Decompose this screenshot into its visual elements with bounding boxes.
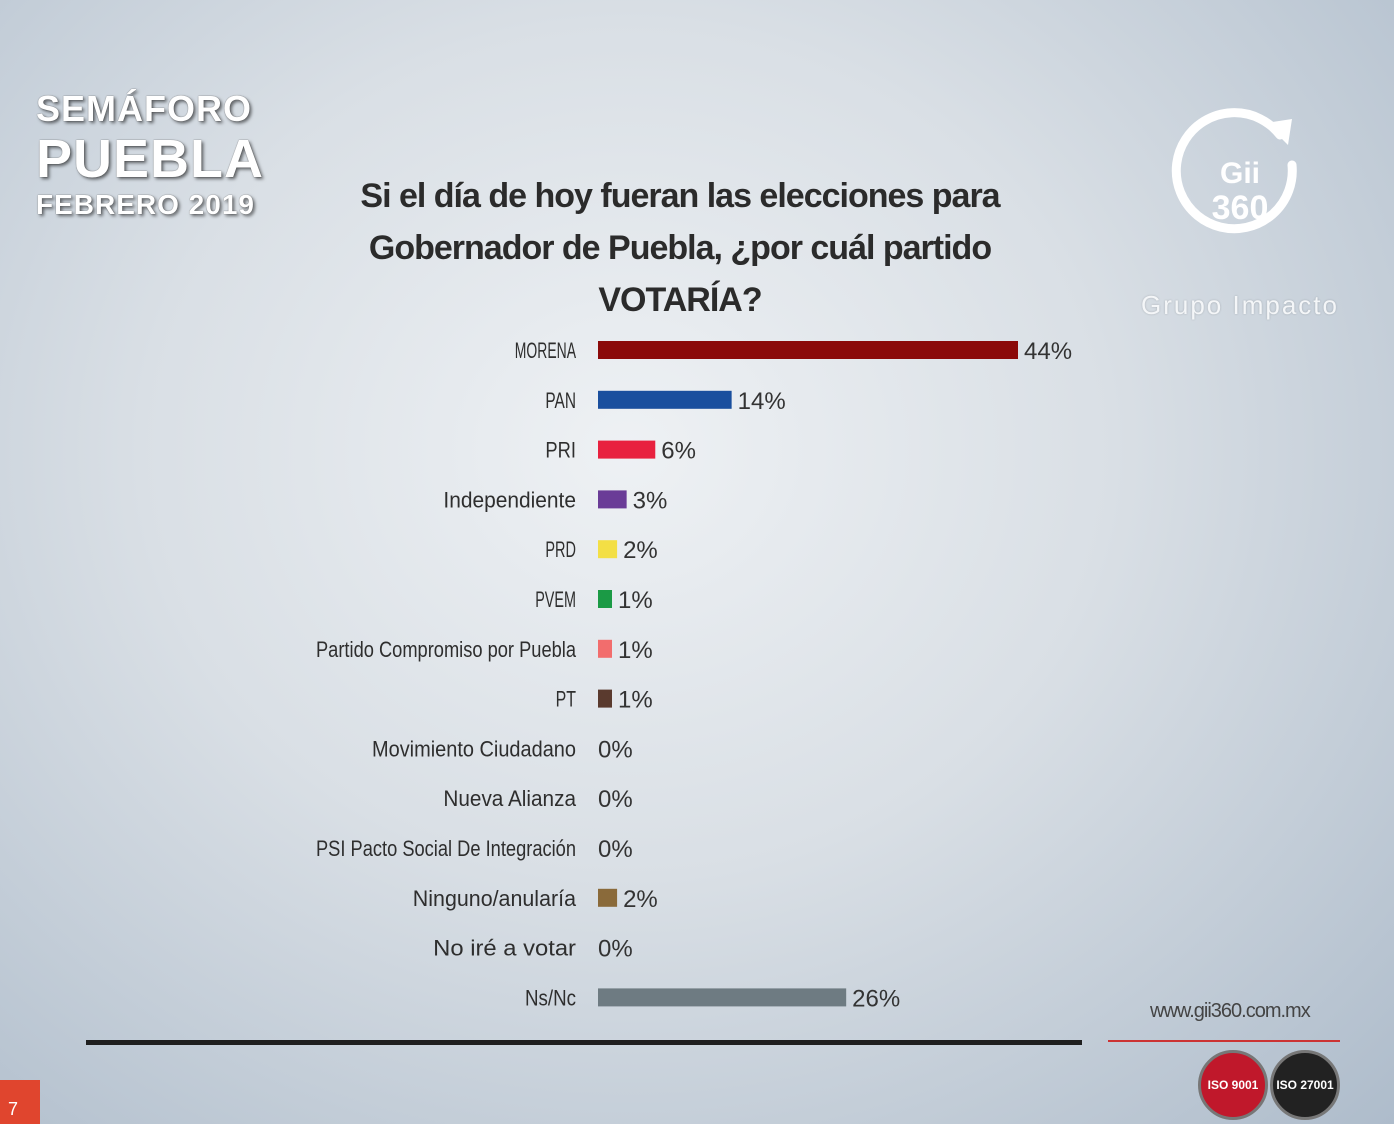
category-label: Ninguno/anularía [413, 886, 577, 911]
value-label: 2% [623, 537, 658, 564]
category-label: PVEM [535, 587, 576, 612]
category-label: Nueva Alianza [443, 786, 576, 811]
bar [598, 390, 732, 409]
category-label: MORENA [515, 338, 576, 363]
category-label: Partido Compromiso por Puebla [316, 637, 577, 662]
cert-divider [1108, 1040, 1340, 1042]
website-url[interactable]: www.gii360.com.mx [1150, 1000, 1311, 1022]
chart-title: Si el día de hoy fueran las elecciones p… [300, 170, 1060, 326]
gii360-logo: Gii 360 [1171, 108, 1297, 234]
category-label: PRI [545, 438, 576, 463]
value-label: 0% [598, 786, 633, 813]
value-label: 26% [852, 985, 900, 1012]
logo-mark-line-1: Gii [1220, 157, 1260, 190]
value-label: 2% [623, 886, 658, 913]
bar [598, 490, 627, 509]
logo-mark-line-2: 360 [1212, 189, 1269, 227]
category-label: PSI Pacto Social De Integración [316, 836, 576, 861]
value-label: 44% [1024, 338, 1072, 365]
chart-title-line-1: Si el día de hoy fueran las elecciones p… [360, 177, 1000, 215]
value-label: 0% [598, 736, 633, 763]
category-label: PAN [545, 388, 576, 413]
bar [598, 341, 1018, 359]
logo-company-name: Grupo Impacto [1141, 290, 1339, 320]
bar [598, 540, 618, 559]
value-label: 3% [633, 487, 668, 514]
value-label: 0% [598, 836, 633, 863]
bar [598, 888, 618, 907]
value-label: 1% [618, 687, 653, 714]
category-label: Ns/Nc [525, 985, 576, 1010]
value-label: 6% [661, 438, 696, 465]
value-label: 14% [738, 388, 786, 415]
bar [598, 590, 612, 608]
logo-arrowhead-icon [1266, 119, 1292, 145]
brand-line-2: PUEBLA [36, 129, 265, 189]
value-label: 0% [598, 936, 633, 963]
page-number: 7 [0, 1080, 40, 1124]
chart-title-line-2: Gobernador de Puebla, ¿por cuál partido … [368, 229, 992, 319]
brand-block: SEMÁFORO PUEBLA FEBRERO 2019 [36, 88, 265, 222]
bar [598, 988, 847, 1007]
category-label: Movimiento Ciudadano [372, 736, 576, 761]
logo-circular-arrow-icon [1171, 108, 1297, 234]
value-label: 1% [618, 637, 653, 664]
iso-9001-badge: ISO 9001 [1198, 1050, 1268, 1120]
footer-divider [86, 1040, 1082, 1045]
category-label: No iré a votar [433, 936, 576, 961]
bar [598, 440, 656, 459]
brand-line-3: FEBRERO 2019 [36, 189, 255, 220]
category-label: PRD [545, 537, 576, 562]
category-label: PT [556, 687, 576, 712]
category-label: Independiente [443, 487, 576, 512]
bar [598, 689, 612, 708]
brand-line-1: SEMÁFORO [36, 88, 253, 129]
bar [598, 639, 612, 658]
iso-27001-badge: ISO 27001 [1270, 1050, 1340, 1120]
value-label: 1% [618, 587, 653, 614]
